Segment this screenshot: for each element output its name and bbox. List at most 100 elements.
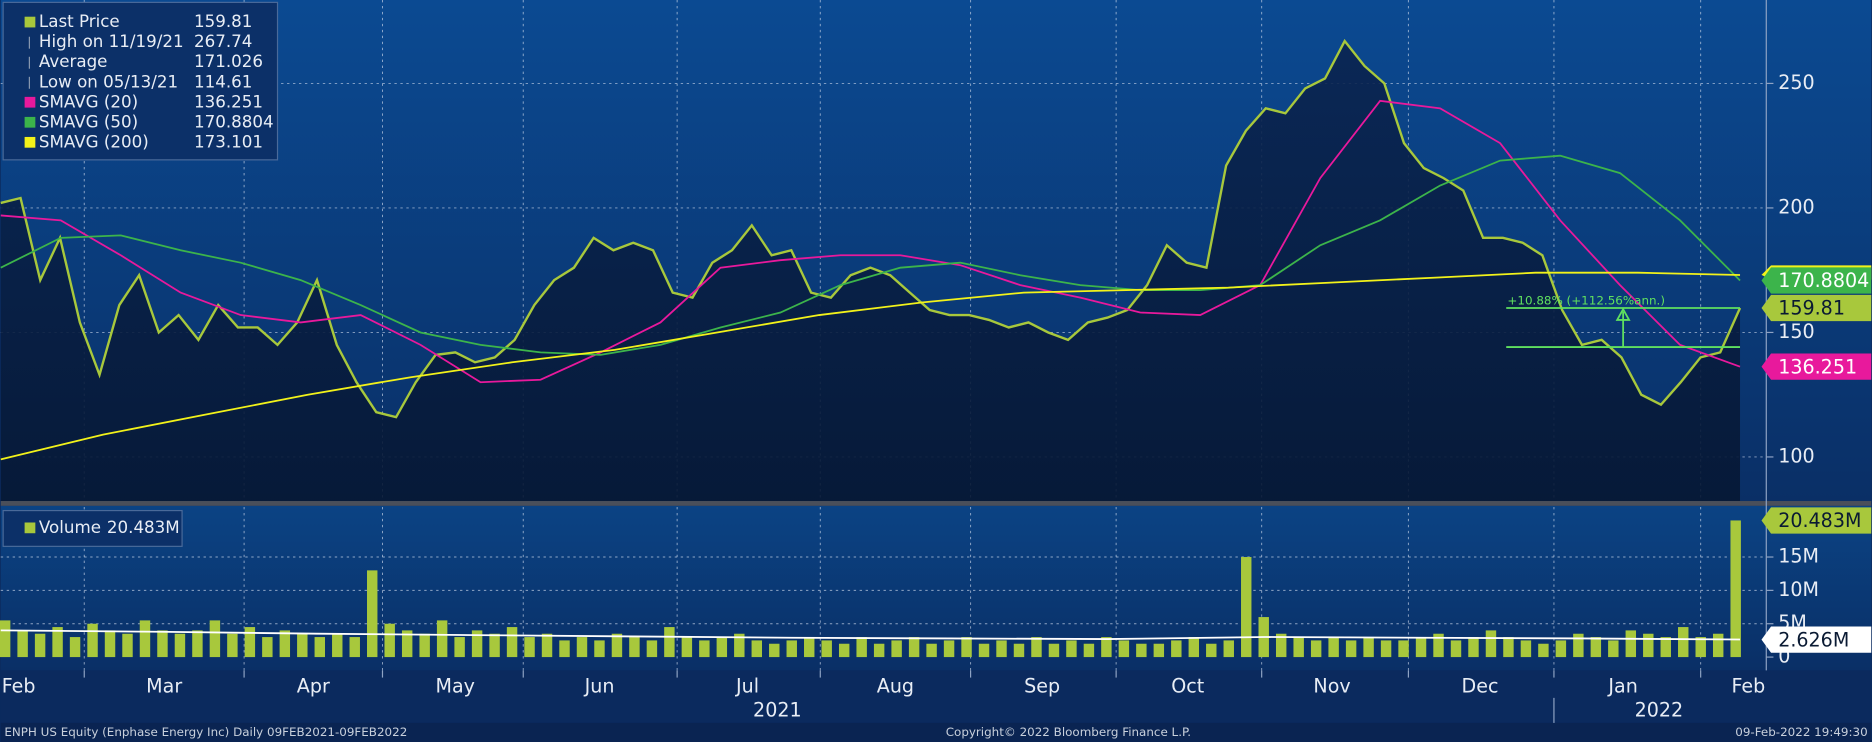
volume-bar bbox=[541, 633, 553, 658]
volume-bar bbox=[943, 640, 955, 658]
x-tick-label: Jul bbox=[735, 676, 759, 698]
x-tick-label: Mar bbox=[146, 676, 182, 698]
volume-bar bbox=[1555, 640, 1567, 658]
x-year-label: 2021 bbox=[753, 699, 802, 721]
annotation-arrowhead bbox=[1615, 307, 1631, 321]
volume-bar bbox=[1293, 637, 1304, 658]
volume-bar bbox=[1241, 557, 1252, 658]
sma20-label: 136.251 bbox=[1778, 356, 1857, 378]
volume-bar bbox=[856, 637, 867, 658]
volume-bar bbox=[1433, 633, 1444, 658]
volume-bar bbox=[629, 637, 640, 658]
volume-bar bbox=[244, 627, 256, 658]
legend-swatch bbox=[24, 96, 36, 108]
volume-bar bbox=[646, 640, 658, 658]
legend-value: 173.101 bbox=[194, 131, 263, 151]
volume-bar bbox=[384, 623, 395, 658]
annotation-text: +10.88% (+112.56%ann.) bbox=[1507, 293, 1665, 307]
volume-bar bbox=[908, 637, 920, 658]
legend-name: SMAVG (50) bbox=[39, 111, 138, 131]
volume-bar bbox=[1066, 640, 1077, 658]
sma50-label: 170.8804 bbox=[1778, 270, 1869, 292]
volume-bar bbox=[209, 620, 221, 658]
volume-bar bbox=[873, 643, 885, 658]
footer-left: ENPH US Equity (Enphase Energy Inc) Dail… bbox=[4, 725, 407, 739]
legend-name: Average bbox=[39, 51, 108, 71]
volume-bar bbox=[471, 630, 483, 658]
volume-bar bbox=[1503, 637, 1514, 658]
x-tick-label: Nov bbox=[1313, 676, 1350, 698]
volume-bar bbox=[1415, 637, 1427, 658]
sma50-label-box bbox=[1761, 267, 1872, 294]
legend-value: 171.026 bbox=[194, 51, 263, 71]
x-tick-label: Apr bbox=[297, 676, 330, 698]
volume-bar bbox=[996, 640, 1007, 658]
volume-bar bbox=[1153, 643, 1165, 658]
volume-bar bbox=[1625, 630, 1637, 658]
x-tick-label: Jun bbox=[584, 676, 615, 698]
volume-bar bbox=[576, 637, 588, 658]
volume-bar bbox=[1275, 633, 1287, 658]
x-tick-label: Oct bbox=[1171, 676, 1205, 698]
y-tick-label: 250 bbox=[1778, 72, 1814, 94]
y-tick-label: 15M bbox=[1778, 546, 1819, 568]
volume-bar bbox=[978, 643, 990, 658]
volume-bar bbox=[1380, 640, 1392, 658]
volume-bar bbox=[1118, 640, 1130, 658]
volume-bar bbox=[1345, 640, 1357, 658]
volume-bar bbox=[1048, 643, 1060, 658]
x-tick-label: Dec bbox=[1462, 676, 1499, 698]
last-price-label-box bbox=[1761, 294, 1872, 322]
x-tick-label: Feb bbox=[2, 676, 36, 698]
volume-bar bbox=[1171, 640, 1182, 658]
volume-bar bbox=[1608, 640, 1619, 658]
price-area bbox=[0, 41, 1741, 502]
footer-center: Copyright© 2022 Bloomberg Finance L.P. bbox=[946, 725, 1191, 739]
volume-bar bbox=[524, 637, 535, 658]
volume-average-label: 2.626M bbox=[1778, 629, 1849, 651]
volume-bar bbox=[227, 633, 238, 658]
volume-bar bbox=[0, 620, 11, 658]
y-tick-label: 200 bbox=[1778, 196, 1814, 218]
volume-bar bbox=[69, 637, 81, 658]
legend-value: 267.74 bbox=[194, 31, 252, 51]
volume-bar bbox=[1573, 633, 1584, 658]
volume-bar bbox=[681, 637, 693, 658]
volume-bar bbox=[262, 637, 273, 658]
volume-bar bbox=[1031, 637, 1042, 658]
volume-bar bbox=[751, 640, 763, 658]
volume-bar bbox=[734, 633, 745, 658]
legend-value: 170.8804 bbox=[194, 111, 274, 131]
volume-bar bbox=[1223, 640, 1234, 658]
legend-name: Low on 05/13/21 bbox=[39, 71, 178, 91]
legend-value: 136.251 bbox=[194, 91, 263, 111]
volume-bar bbox=[419, 633, 430, 658]
volume-last-label-box bbox=[1761, 507, 1872, 534]
x-tick-label: May bbox=[436, 676, 475, 698]
legend-value: 114.61 bbox=[194, 71, 252, 91]
legend-value: 159.81 bbox=[194, 11, 252, 31]
volume-bar bbox=[769, 643, 780, 658]
volume-bar bbox=[157, 630, 168, 658]
volume-bar bbox=[838, 643, 850, 658]
legend-name: Last Price bbox=[39, 11, 120, 31]
volume-bar bbox=[139, 620, 151, 658]
y-tick-label: 150 bbox=[1778, 321, 1814, 343]
legend-name: High on 11/19/21 bbox=[39, 31, 184, 51]
legend-name: SMAVG (200) bbox=[39, 131, 149, 151]
x-year-label: 2022 bbox=[1635, 699, 1684, 721]
sma20-label-box bbox=[1761, 353, 1872, 380]
volume-bar bbox=[1188, 637, 1200, 658]
x-tick-label: Aug bbox=[877, 676, 914, 698]
volume-bar bbox=[821, 640, 832, 658]
footer-bar bbox=[0, 722, 1872, 742]
marks bbox=[0, 38, 1742, 658]
volume-bar bbox=[1485, 630, 1497, 658]
volume-bar bbox=[1136, 643, 1147, 658]
volume-bar bbox=[104, 630, 116, 658]
volume-bar bbox=[1328, 637, 1339, 658]
average-line bbox=[0, 629, 1741, 641]
overlay: Feb Mar Apr May Jun Jul Aug Sep Oct Nov Dec Jan Feb 2… bbox=[2, 0, 1872, 723]
volume-bar bbox=[1450, 640, 1462, 658]
legend-swatch bbox=[24, 16, 36, 28]
